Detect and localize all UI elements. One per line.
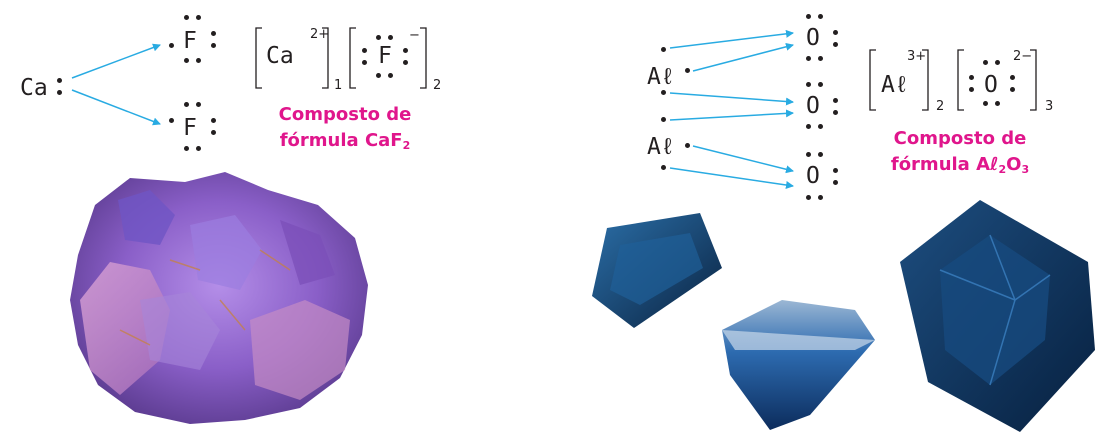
arrow xyxy=(669,167,794,189)
caption-line-2: fórmula Aℓ2O3 xyxy=(890,154,1030,176)
electron-dot xyxy=(661,90,666,95)
electron-dot xyxy=(196,146,201,151)
electron-dot xyxy=(661,117,666,122)
ca-to-f-arrows xyxy=(71,43,161,126)
electron-dot xyxy=(211,118,216,123)
electron-dot xyxy=(211,31,216,36)
electron-dot xyxy=(376,35,381,40)
electron-dot xyxy=(806,152,811,157)
o-symbol-top: O xyxy=(806,25,820,51)
caption-line-1: Composto de xyxy=(278,104,412,125)
electron-dot xyxy=(818,195,823,200)
al2o3-caption: Composto de fórmula Aℓ2O3 xyxy=(880,126,1040,183)
electron-dot xyxy=(169,43,174,48)
electron-dot xyxy=(833,110,838,115)
electron-dot xyxy=(806,124,811,129)
electron-dot xyxy=(685,68,690,73)
electron-dot xyxy=(661,47,666,52)
electron-dot xyxy=(196,15,201,20)
electron-dot xyxy=(362,48,367,53)
ca-symbol: Ca xyxy=(20,75,48,101)
arrow-ca-f-bottom xyxy=(71,89,161,126)
electron-dot xyxy=(983,60,988,65)
electron-dot xyxy=(57,78,62,83)
electron-dot xyxy=(833,98,838,103)
electron-dot xyxy=(995,60,1000,65)
o-charge: 2− xyxy=(1013,49,1033,64)
bracket-al-symbol: Aℓ xyxy=(881,72,909,98)
electron-dot xyxy=(685,143,690,148)
o-symbol-bottom: O xyxy=(806,163,820,189)
electron-dot xyxy=(211,130,216,135)
electron-dot xyxy=(196,58,201,63)
al-count: 2 xyxy=(936,99,945,114)
sapphire-gems-photo xyxy=(592,200,1095,432)
electron-dot xyxy=(806,56,811,61)
ca-count: 1 xyxy=(334,78,343,93)
electron-dot xyxy=(403,48,408,53)
f-count: 2 xyxy=(433,78,442,93)
al-charge: 3+ xyxy=(907,49,927,64)
caption-line-2: fórmula CaF2 xyxy=(279,130,411,152)
electron-dot xyxy=(995,101,1000,106)
electron-dot xyxy=(388,73,393,78)
o-count: 3 xyxy=(1045,99,1054,114)
al-symbol-bottom: Aℓ xyxy=(647,134,675,160)
f-symbol-bottom: F xyxy=(183,115,197,141)
electron-dot xyxy=(388,35,393,40)
arrow xyxy=(669,109,794,121)
electron-dot xyxy=(362,60,367,65)
electron-dot xyxy=(196,102,201,107)
electron-dot xyxy=(57,90,62,95)
electron-dot xyxy=(818,124,823,129)
electron-dot xyxy=(806,195,811,200)
electron-dot xyxy=(403,60,408,65)
electron-dot xyxy=(833,30,838,35)
arrow xyxy=(669,29,794,49)
electron-dot xyxy=(833,42,838,47)
f-charge: − xyxy=(409,28,420,43)
arrow xyxy=(692,42,794,72)
electron-dot xyxy=(184,146,189,151)
electron-dot xyxy=(806,82,811,87)
arrow xyxy=(692,145,794,174)
electron-dot xyxy=(661,165,666,170)
electron-dot xyxy=(376,73,381,78)
bracket-o-symbol: O xyxy=(984,72,998,98)
electron-dot xyxy=(184,58,189,63)
electron-dot xyxy=(833,168,838,173)
electron-dot xyxy=(169,118,174,123)
arrow xyxy=(669,92,794,106)
electron-dot xyxy=(818,56,823,61)
electron-dot xyxy=(818,82,823,87)
bracket-f-symbol: F xyxy=(378,43,392,69)
arrow-ca-f-top xyxy=(71,43,161,79)
electron-dot xyxy=(1010,75,1015,80)
brackets-caf2 xyxy=(255,27,427,89)
ca-charge: 2+ xyxy=(310,27,330,42)
electron-dot xyxy=(969,87,974,92)
electron-dot xyxy=(818,152,823,157)
electron-dot xyxy=(211,43,216,48)
brackets-al2o3 xyxy=(869,49,1037,111)
electron-dot xyxy=(184,102,189,107)
electron-dot xyxy=(806,14,811,19)
electron-dot xyxy=(184,15,189,20)
electron-dot xyxy=(833,180,838,185)
caption-line-1: Composto de xyxy=(893,128,1027,149)
al-symbol-top: Aℓ xyxy=(647,64,675,90)
o-symbol-mid: O xyxy=(806,93,820,119)
f-symbol-top: F xyxy=(183,28,197,54)
electron-dot xyxy=(983,101,988,106)
caf2-caption: Composto de fórmula CaF2 xyxy=(270,102,420,159)
bracket-ca-symbol: Ca xyxy=(266,43,294,69)
fluorite-crystal-photo xyxy=(70,172,368,424)
al-to-o-arrows xyxy=(669,29,794,189)
electron-dot xyxy=(969,75,974,80)
electron-dot xyxy=(818,14,823,19)
electron-dot xyxy=(1010,87,1015,92)
